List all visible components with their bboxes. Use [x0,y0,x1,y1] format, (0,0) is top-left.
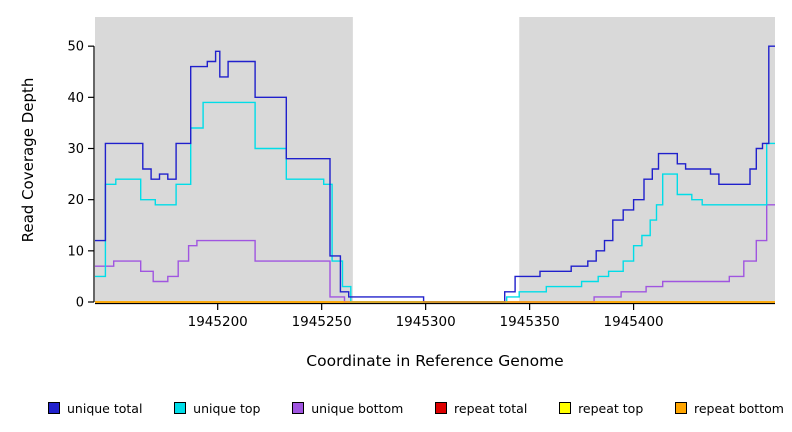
legend-label-repeat-bottom: repeat bottom [694,400,784,416]
y-axis-label: Read Coverage Depth [19,77,37,243]
legend-swatch-unique-total [48,402,60,414]
x-tick-label: 1945350 [500,314,560,330]
x-tick-label: 1945300 [396,314,456,330]
legend-swatch-repeat-top [559,402,572,414]
chart-legend: unique total unique top unique bottom re… [48,398,784,418]
series-unique-bottom [95,204,775,303]
legend-swatch-unique-top [174,402,187,414]
legend-label-unique-bottom: unique bottom [311,400,404,416]
legend-label-unique-top: unique top [193,400,261,416]
x-tick-label: 1945200 [188,314,248,330]
legend-item-unique-total: unique total [48,401,142,416]
y-tick-label: 0 [76,296,84,311]
y-tick-label: 20 [67,193,84,208]
legend-item-repeat-bottom: repeat bottom [675,401,784,416]
legend-swatch-repeat-bottom [675,402,687,414]
y-tick-label: 30 [67,142,84,157]
shaded-region [95,17,353,302]
coverage-chart: 0 10 20 30 40 50 1945200 1945250 1945300 1945350 1… [67,17,775,330]
x-axis-label: Coordinate in Reference Genome [306,352,564,370]
legend-label-repeat-top: repeat top [578,400,644,416]
series-unique-top [95,101,775,303]
y-tick-label: 40 [67,91,84,106]
legend-label-unique-total: unique total [67,400,143,416]
legend-item-unique-bottom: unique bottom [292,401,403,416]
x-tick-label: 1945250 [292,314,352,330]
series-unique-total [95,45,775,303]
y-tick-label: 10 [67,244,84,259]
legend-item-unique-top: unique top [174,401,260,416]
legend-swatch-unique-bottom [292,402,305,414]
shaded-region [519,17,775,302]
legend-label-repeat-total: repeat total [454,400,528,416]
y-tick-label: 50 [67,40,84,55]
legend-item-repeat-total: repeat total [435,401,527,416]
x-tick-label: 1945400 [604,314,664,330]
legend-item-repeat-top: repeat top [559,401,643,416]
legend-swatch-repeat-total [435,402,448,414]
